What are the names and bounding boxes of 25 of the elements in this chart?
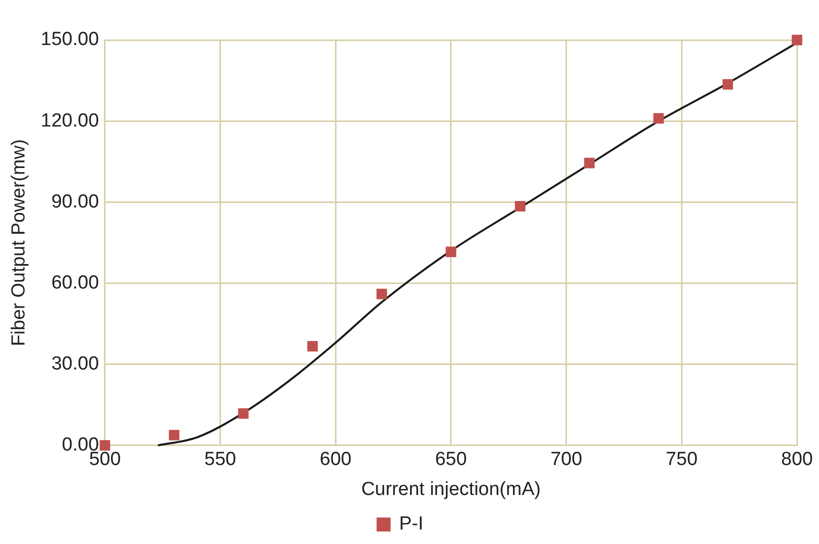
point [792, 34, 802, 46]
point [722, 79, 734, 90]
x-axis-title: Current injection(mA) [361, 478, 541, 500]
point [446, 246, 456, 258]
y-tick-label: 150.00 [40, 29, 99, 50]
x-tick-label: 550 [204, 449, 236, 470]
x-tick-label: 650 [435, 449, 467, 470]
x-tick-label: 800 [781, 449, 813, 470]
point [307, 340, 318, 352]
point [376, 288, 387, 300]
legend-label: P-I [399, 514, 424, 535]
y-tick-label: 30.00 [51, 354, 99, 375]
x-tick-label: 600 [320, 449, 352, 470]
point [100, 440, 110, 451]
x-tick-label: 750 [666, 449, 698, 470]
x-tick-label: 700 [550, 449, 582, 470]
point [514, 200, 526, 212]
y-tick-label: 60.00 [51, 272, 99, 294]
point [168, 430, 180, 440]
y-tick-label: 120.00 [40, 110, 99, 132]
y-axis-title: Fiber Output Power(mw) [8, 139, 30, 346]
point [238, 408, 249, 419]
point [584, 158, 595, 168]
y-tick-label: 90.00 [51, 191, 99, 212]
point [653, 113, 664, 124]
